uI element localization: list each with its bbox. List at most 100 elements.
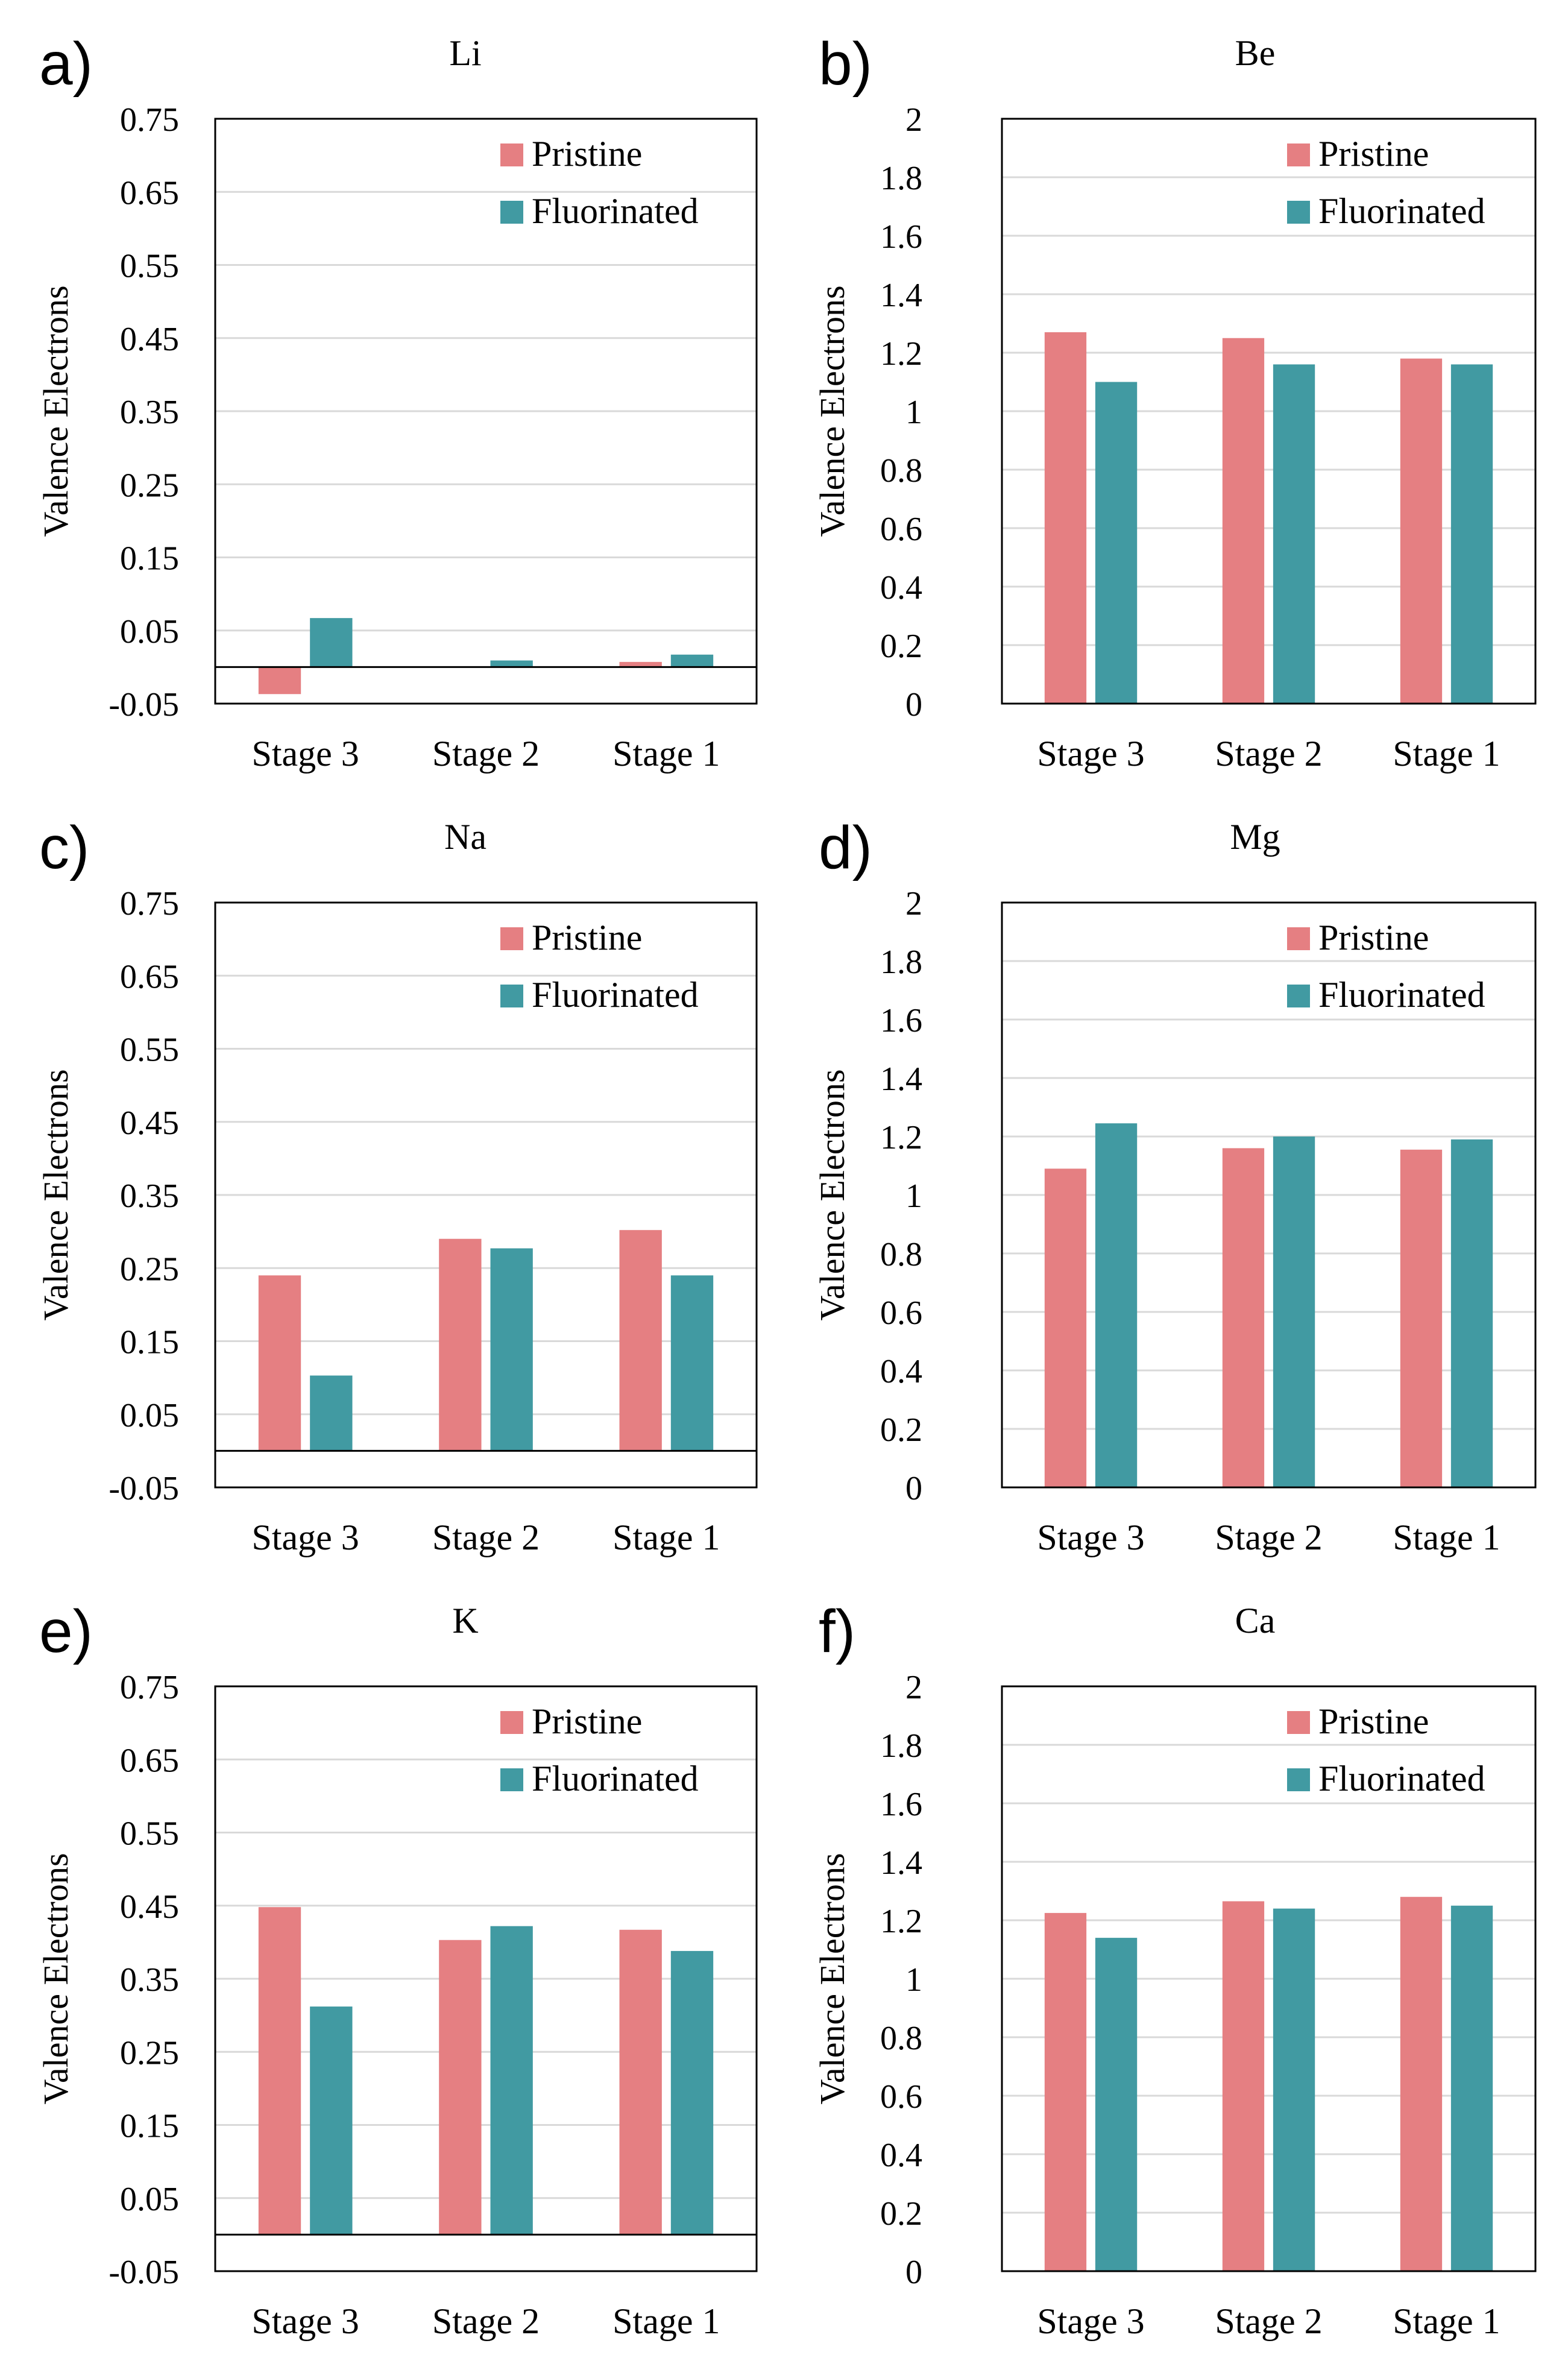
panel-label: e)	[39, 1598, 93, 1665]
plot-frame	[214, 901, 758, 1489]
y-tick-label: 1.8	[880, 944, 922, 981]
y-tick-label: 0.55	[120, 248, 179, 285]
x-tick-label: Stage 3	[1037, 2301, 1144, 2341]
bar-pristine-stage-3	[258, 667, 301, 695]
legend-swatch	[1287, 201, 1310, 224]
panel-label: a)	[39, 30, 93, 98]
y-tick-label: 1.4	[880, 1844, 922, 1882]
bar-pristine-stage-3	[1044, 332, 1087, 704]
x-tick-label: Stage 3	[252, 734, 359, 774]
chart-title: Li	[449, 33, 481, 73]
y-tick-label: 0.6	[880, 2078, 922, 2116]
y-tick-label: 0.8	[880, 2020, 922, 2057]
y-axis-label: Valence Electrons	[813, 1853, 852, 2104]
bar-fluorinated-stage-2	[1273, 1908, 1315, 2271]
x-tick-label: Stage 3	[252, 1518, 359, 1557]
y-tick-label: -0.05	[109, 686, 179, 723]
y-tick-label: 0.15	[120, 540, 179, 578]
y-tick-label: 0.25	[120, 467, 179, 504]
bar-fluorinated-stage-1	[1450, 1139, 1493, 1487]
bar-pristine-stage-3	[258, 1907, 301, 2235]
y-tick-label: 0.8	[880, 1236, 922, 1273]
y-tick-label: 0.45	[120, 1888, 179, 1926]
bar-pristine-stage-1	[1400, 1149, 1443, 1487]
legend-label: Pristine	[1318, 918, 1429, 957]
y-axis-label: Valence Electrons	[813, 1069, 852, 1320]
bar-pristine-stage-2	[439, 1238, 482, 1451]
bar-fluorinated-stage-1	[670, 1275, 714, 1451]
legend-label: Fluorinated	[1318, 191, 1485, 231]
bar-fluorinated-stage-3	[310, 618, 353, 667]
chart-panel-5: e) K 0.75 0.65 0.55 0.45 0.35 0.25 0.15 0.05 -0.05…	[36, 1598, 758, 2341]
bar-fluorinated-stage-2	[1273, 1136, 1315, 1487]
bar-pristine-stage-2	[1222, 1901, 1265, 2271]
y-axis-label: Valence Electrons	[36, 1069, 75, 1320]
y-tick-label: 0.25	[120, 1250, 179, 1288]
x-tick-label: Stage 1	[612, 734, 720, 774]
x-tick-label: Stage 2	[432, 1518, 540, 1557]
bar-pristine-stage-1	[1400, 358, 1443, 704]
legend-swatch	[500, 927, 523, 950]
panel-label: c)	[39, 814, 89, 881]
panel-label: b)	[819, 30, 872, 98]
legend-label: Fluorinated	[532, 975, 699, 1015]
y-tick-label: 2	[905, 1669, 922, 1706]
bar-pristine-stage-2	[1222, 338, 1265, 704]
y-tick-label: 1.6	[880, 218, 922, 256]
y-tick-label: 0.2	[880, 628, 922, 665]
y-tick-label: 1.8	[880, 1727, 922, 1765]
x-tick-label: Stage 3	[252, 2301, 359, 2341]
y-axis-label: Valence Electrons	[36, 1853, 75, 2104]
legend-swatch	[500, 985, 523, 1007]
chart-title: K	[452, 1601, 478, 1641]
x-tick-label: Stage 2	[432, 2301, 540, 2341]
y-tick-label: 1.8	[880, 160, 922, 197]
y-tick-label: 1.4	[880, 277, 922, 314]
x-tick-label: Stage 1	[1393, 1518, 1500, 1557]
bar-pristine-stage-1	[619, 1230, 662, 1451]
y-tick-label: 0.75	[120, 885, 179, 922]
y-tick-label: 0.4	[880, 569, 922, 607]
bar-fluorinated-stage-2	[490, 1926, 533, 2235]
y-tick-label: 0.15	[120, 1324, 179, 1361]
bar-fluorinated-stage-2	[490, 1248, 533, 1451]
bar-fluorinated-stage-1	[670, 654, 714, 667]
y-tick-label: 0.65	[120, 174, 179, 212]
y-tick-label: 0	[905, 1470, 922, 1507]
y-tick-label: 1	[905, 394, 922, 431]
chart-title: Be	[1235, 33, 1276, 73]
legend-label: Pristine	[1318, 134, 1429, 174]
x-tick-label: Stage 1	[1393, 734, 1500, 774]
y-tick-label: 0.35	[120, 394, 179, 431]
y-tick-label: 0.05	[120, 1397, 179, 1434]
bar-fluorinated-stage-2	[490, 660, 533, 667]
bar-pristine-stage-3	[258, 1275, 301, 1451]
y-tick-label: 0.55	[120, 1032, 179, 1069]
bar-pristine-stage-2	[1222, 1148, 1265, 1487]
legend-label: Pristine	[532, 1701, 642, 1741]
legend-swatch	[1287, 985, 1310, 1007]
bar-fluorinated-stage-1	[1450, 364, 1493, 704]
y-tick-label: 1	[905, 1961, 922, 1999]
chart-panel-3: c) Na 0.75 0.65 0.55 0.45 0.35 0.25 0.15 0.05 -0.0…	[36, 814, 758, 1557]
plot-frame	[214, 118, 758, 705]
bar-fluorinated-stage-1	[670, 1950, 714, 2235]
x-tick-label: Stage 2	[1215, 734, 1322, 774]
x-tick-label: Stage 2	[432, 734, 540, 774]
bar-pristine-stage-2	[439, 1940, 482, 2235]
y-tick-label: 2	[905, 885, 922, 922]
legend-label: Pristine	[1318, 1701, 1429, 1741]
y-tick-label: 0.65	[120, 958, 179, 995]
panel-label: d)	[819, 814, 872, 881]
y-tick-label: 0.45	[120, 1105, 179, 1142]
legend-label: Fluorinated	[532, 191, 699, 231]
legend-label: Pristine	[532, 918, 642, 957]
y-axis-label: Valence Electrons	[36, 285, 75, 537]
y-tick-label: 1.6	[880, 1786, 922, 1823]
bar-pristine-stage-1	[1400, 1897, 1443, 2271]
y-tick-label: 0.15	[120, 2108, 179, 2145]
y-axis-label: Valence Electrons	[813, 285, 852, 537]
x-tick-label: Stage 1	[612, 2301, 720, 2341]
x-tick-label: Stage 2	[1215, 1518, 1322, 1557]
y-tick-label: 1.2	[880, 335, 922, 373]
